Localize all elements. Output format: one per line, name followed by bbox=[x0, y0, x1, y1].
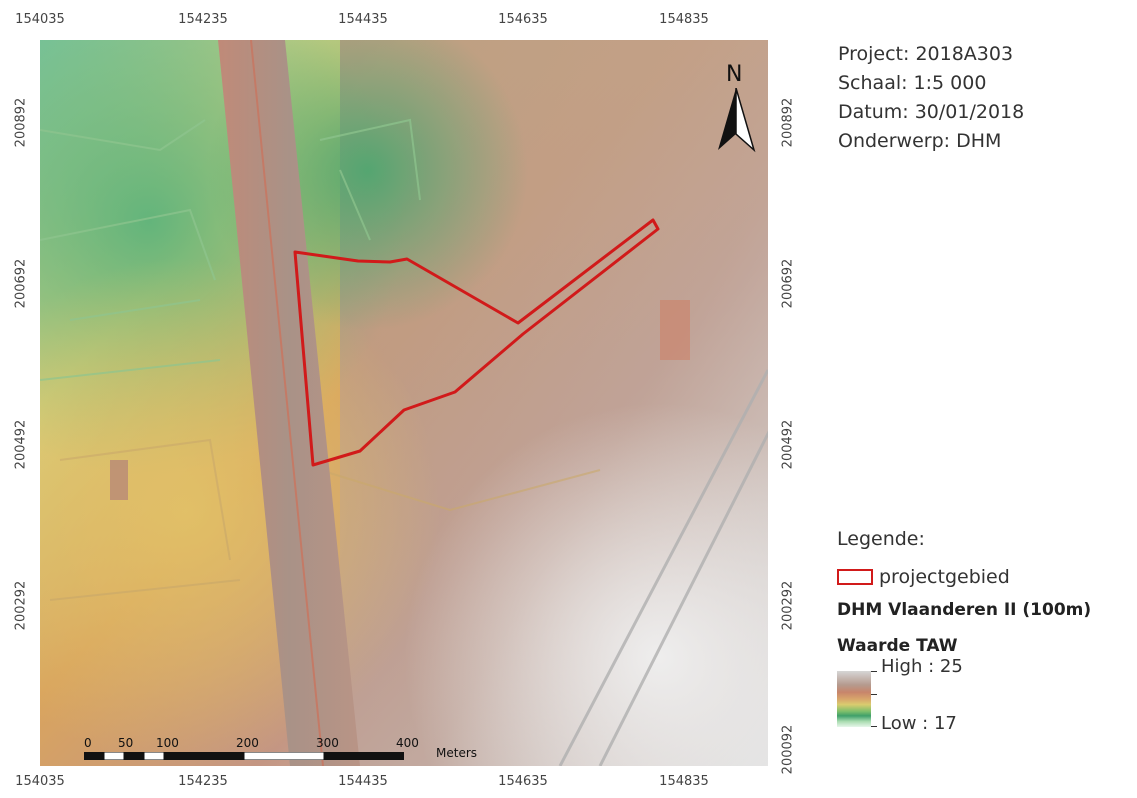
y-tick-left-1: 200692 bbox=[13, 258, 29, 309]
elevation-map[interactable] bbox=[39, 39, 782, 767]
x-tick-bottom-2: 154435 bbox=[338, 774, 388, 789]
north-arrow: N bbox=[716, 62, 756, 154]
north-arrow-icon bbox=[718, 88, 756, 153]
elevation-color-ramp bbox=[837, 671, 871, 727]
legend: Legende: projectgebied DHM Vlaanderen II… bbox=[837, 528, 1091, 734]
project-area-outline[interactable] bbox=[293, 218, 660, 467]
ramp-low-label: Low : 17 bbox=[881, 713, 957, 734]
x-tick-top-0: 154035 bbox=[15, 12, 65, 27]
canal-se bbox=[558, 369, 782, 767]
scale-label-200: 200 bbox=[236, 736, 259, 750]
x-tick-top-1: 154235 bbox=[178, 12, 228, 27]
x-tick-bottom-4: 154835 bbox=[659, 774, 709, 789]
scale-label-300: 300 bbox=[316, 736, 339, 750]
x-tick-bottom-1: 154235 bbox=[178, 774, 228, 789]
y-tick-right-4: 200092 bbox=[780, 724, 796, 775]
scale-label-50: 50 bbox=[118, 736, 134, 750]
x-tick-top-2: 154435 bbox=[338, 12, 388, 27]
legend-project-area: projectgebied bbox=[837, 566, 1010, 588]
project-area-swatch bbox=[837, 569, 873, 585]
scale-label-0: 0 bbox=[84, 736, 92, 750]
scale-label-100: 100 bbox=[156, 736, 179, 750]
onderwerp-line: Onderwerp: DHM bbox=[838, 130, 1002, 152]
legend-title: Legende: bbox=[837, 528, 925, 550]
x-tick-bottom-3: 154635 bbox=[498, 774, 548, 789]
x-tick-bottom-0: 154035 bbox=[15, 774, 65, 789]
x-tick-top-3: 154635 bbox=[498, 12, 548, 27]
field-boundaries bbox=[39, 118, 421, 381]
ramp-tick-mid bbox=[871, 694, 877, 695]
motorway bbox=[218, 40, 360, 766]
scale-bar: 0 50 100 200 300 400 Meters bbox=[84, 736, 484, 766]
north-label: N bbox=[726, 62, 743, 87]
x-tick-top-4: 154835 bbox=[659, 12, 709, 27]
y-tick-right-1: 200692 bbox=[780, 258, 796, 309]
project-info: Project: 2018A303 Schaal: 1:5 000 Datum:… bbox=[838, 40, 1024, 156]
scale-bar-graphic bbox=[84, 752, 404, 760]
datum-line: Datum: 30/01/2018 bbox=[838, 101, 1025, 123]
scale-unit: Meters bbox=[436, 746, 478, 760]
ramp-tick-high bbox=[871, 671, 877, 672]
y-tick-left-3: 200292 bbox=[13, 580, 29, 631]
legend-dataset: DHM Vlaanderen II (100m) bbox=[837, 600, 1092, 620]
y-tick-left-2: 200492 bbox=[13, 419, 29, 470]
ramp-high-label: High : 25 bbox=[881, 656, 963, 677]
legend-field: Waarde TAW bbox=[837, 636, 958, 656]
y-tick-right-3: 200292 bbox=[780, 580, 796, 631]
map-frame[interactable]: N 0 50 100 200 300 400 Meters bbox=[39, 39, 782, 767]
project-line: Project: 2018A303 bbox=[838, 43, 1014, 65]
y-tick-left-0: 200892 bbox=[13, 97, 29, 148]
legend-project-area-label: projectgebied bbox=[879, 566, 1010, 588]
ramp-tick-low bbox=[871, 726, 877, 727]
schaal-line: Schaal: 1:5 000 bbox=[838, 72, 987, 94]
scale-label-400: 400 bbox=[396, 736, 419, 750]
y-tick-right-0: 200892 bbox=[780, 97, 796, 148]
y-tick-right-2: 200492 bbox=[780, 419, 796, 470]
